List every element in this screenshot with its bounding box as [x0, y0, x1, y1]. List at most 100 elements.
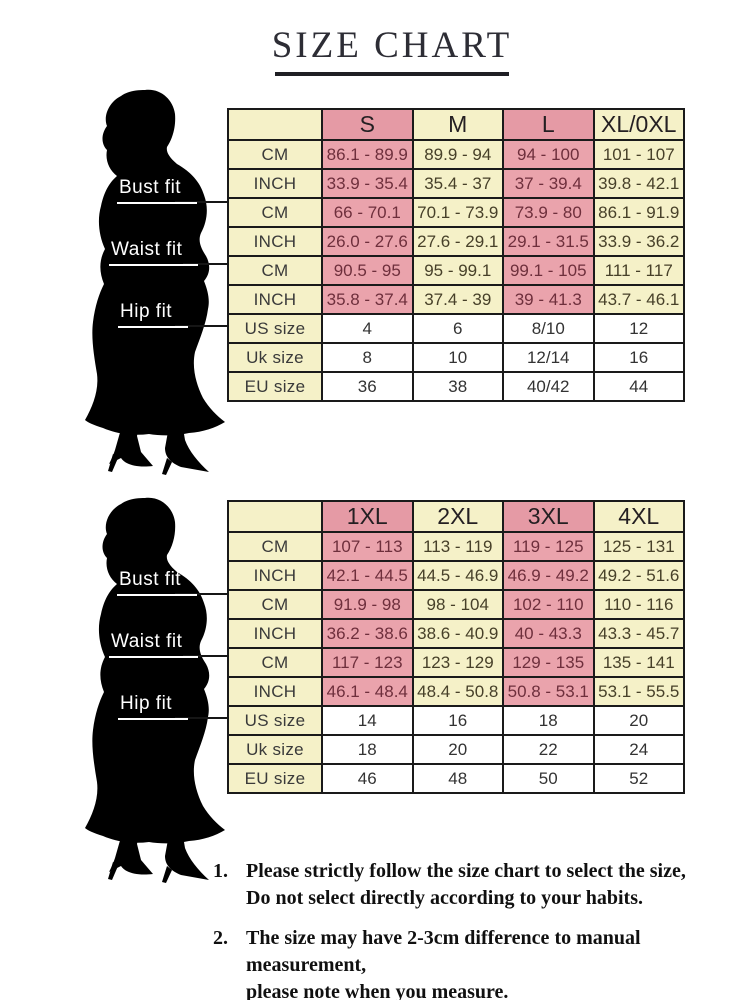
column-header-s: S: [321, 108, 414, 141]
size-cell: 46: [321, 763, 414, 794]
corner-cell: [227, 500, 323, 533]
bust-connector-line: [175, 201, 229, 203]
measurement-cell: 46.9 - 49.2: [502, 560, 595, 591]
waist-connector-line: [183, 655, 229, 657]
column-header-4xl: 4XL: [592, 500, 685, 533]
measurement-cell: 91.9 - 98: [321, 589, 414, 620]
note-line: please note when you measure.: [246, 981, 509, 1000]
table-row-hip-cm: CM 90.5 - 95 95 - 99.1 99.1 - 105 111 - 117: [227, 255, 685, 286]
measurement-cell: 113 - 119: [411, 531, 504, 562]
measurement-cell: 40 - 43.3: [502, 618, 595, 649]
row-label: CM: [227, 531, 323, 562]
measurement-cell: 39 - 41.3: [502, 284, 595, 315]
row-label: INCH: [227, 560, 323, 591]
measurement-cell: 35.8 - 37.4: [321, 284, 414, 315]
table-row-size-us-size: US size 4 6 8/10 12: [227, 313, 685, 344]
row-label: CM: [227, 647, 323, 678]
size-cell: 18: [321, 734, 414, 765]
measurement-cell: 89.9 - 94: [411, 139, 504, 170]
hip-fit-label: Hip fit: [118, 693, 189, 720]
measurement-cell: 49.2 - 51.6: [592, 560, 685, 591]
measurement-cell: 43.3 - 45.7: [592, 618, 685, 649]
table-row-hip-inch: INCH 35.8 - 37.4 37.4 - 39 39 - 41.3 43.7 - …: [227, 284, 685, 315]
row-label: INCH: [227, 168, 323, 199]
note-item-2: 2. The size may have 2-3cm difference to…: [213, 925, 741, 1000]
measurement-cell: 48.4 - 50.8: [411, 676, 504, 707]
note-number: 2.: [213, 927, 228, 949]
size-cell: 16: [592, 342, 685, 373]
size-cell: 8/10: [502, 313, 595, 344]
size-cell: 52: [592, 763, 685, 794]
title-block: SIZE CHART: [0, 25, 750, 76]
size-cell: 12/14: [502, 342, 595, 373]
measurement-cell: 38.6 - 40.9: [411, 618, 504, 649]
measurement-cell: 99.1 - 105: [502, 255, 595, 286]
size-cell: 20: [592, 705, 685, 736]
row-label: EU size: [227, 371, 323, 402]
measurement-cell: 107 - 113: [321, 531, 414, 562]
measurement-cell: 33.9 - 36.2: [592, 226, 685, 257]
table-row-size-us-size: US size 14 16 18 20: [227, 705, 685, 736]
row-label: INCH: [227, 676, 323, 707]
corner-cell: [227, 108, 323, 141]
waist-fit-label: Waist fit: [109, 239, 199, 266]
table-row-hip-inch: INCH 46.1 - 48.4 48.4 - 50.8 50.8 - 53.1 53.…: [227, 676, 685, 707]
table-row-bust-cm: CM 107 - 113 113 - 119 119 - 125 125 - 131: [227, 531, 685, 562]
measurement-cell: 39.8 - 42.1: [592, 168, 685, 199]
size-cell: 4: [321, 313, 414, 344]
measurement-cell: 90.5 - 95: [321, 255, 414, 286]
measurement-cell: 33.9 - 35.4: [321, 168, 414, 199]
row-label: Uk size: [227, 734, 323, 765]
column-header-m: M: [411, 108, 504, 141]
column-header-1xl: 1XL: [321, 500, 414, 533]
woman-silhouette-2: [57, 494, 241, 886]
measurement-cell: 73.9 - 80: [502, 197, 595, 228]
table-row-bust-cm: CM 86.1 - 89.9 89.9 - 94 94 - 100 101 - 107: [227, 139, 685, 170]
measurement-cell: 123 - 129: [411, 647, 504, 678]
bust-fit-label: Bust fit: [117, 177, 198, 204]
header-row: S M L XL/0XL: [227, 108, 685, 141]
size-cell: 6: [411, 313, 504, 344]
bust-connector-line: [175, 593, 229, 595]
row-label: CM: [227, 255, 323, 286]
measurement-cell: 119 - 125: [502, 531, 595, 562]
size-cell: 22: [502, 734, 595, 765]
measurement-cell: 26.0 - 27.6: [321, 226, 414, 257]
measurement-cell: 102 - 110: [502, 589, 595, 620]
measurement-cell: 70.1 - 73.9: [411, 197, 504, 228]
measurement-cell: 98 - 104: [411, 589, 504, 620]
column-header-3xl: 3XL: [502, 500, 595, 533]
table-row-size-uk-size: Uk size 18 20 22 24: [227, 734, 685, 765]
measurement-cell: 110 - 116: [592, 589, 685, 620]
title-underline: [275, 71, 509, 76]
hip-fit-label: Hip fit: [118, 301, 189, 328]
waist-fit-label: Waist fit: [109, 631, 199, 658]
table-row-waist-cm: CM 91.9 - 98 98 - 104 102 - 110 110 - 116: [227, 589, 685, 620]
woman-silhouette-1: [57, 86, 241, 478]
row-label: US size: [227, 705, 323, 736]
size-cell: 10: [411, 342, 504, 373]
size-cell: 16: [411, 705, 504, 736]
table-row-hip-cm: CM 117 - 123 123 - 129 129 - 135 135 - 141: [227, 647, 685, 678]
size-cell: 50: [502, 763, 595, 794]
waist-connector-line: [183, 263, 229, 265]
table-row-size-eu-size: EU size 46 48 50 52: [227, 763, 685, 794]
size-cell: 8: [321, 342, 414, 373]
column-header-2xl: 2XL: [411, 500, 504, 533]
measurement-cell: 37.4 - 39: [411, 284, 504, 315]
note-line: Do not select directly according to your…: [246, 887, 644, 909]
size-cell: 14: [321, 705, 414, 736]
size-cell: 44: [592, 371, 685, 402]
measurement-cell: 43.7 - 46.1: [592, 284, 685, 315]
row-label: INCH: [227, 284, 323, 315]
measurement-cell: 129 - 135: [502, 647, 595, 678]
row-label: Uk size: [227, 342, 323, 373]
measurement-cell: 111 - 117: [592, 255, 685, 286]
table-row-bust-inch: INCH 42.1 - 44.5 44.5 - 46.9 46.9 - 49.2 49.…: [227, 560, 685, 591]
measurement-cell: 37 - 39.4: [502, 168, 595, 199]
table-row-waist-inch: INCH 36.2 - 38.6 38.6 - 40.9 40 - 43.3 43.3 …: [227, 618, 685, 649]
row-label: CM: [227, 197, 323, 228]
size-cell: 18: [502, 705, 595, 736]
measurement-cell: 44.5 - 46.9: [411, 560, 504, 591]
